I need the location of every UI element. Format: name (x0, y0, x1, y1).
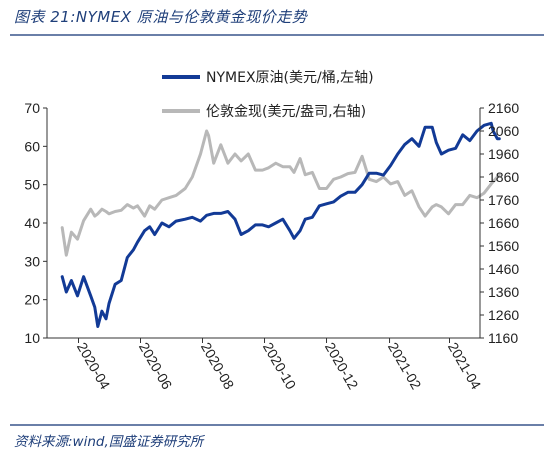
left-tick-label: 10 (24, 330, 40, 346)
right-tick-label: 1660 (488, 215, 519, 231)
x-tick-label: 2020-06 (136, 340, 176, 393)
left-tick-label: 70 (24, 100, 40, 116)
right-tick-label: 2160 (488, 100, 519, 116)
legend: NYMEX原油(美元/桶,左轴) 伦敦金现(美元/盎司,右轴) (162, 70, 374, 120)
axes-layer: 10 20 30 40 50 60 70 1160 1260 1360 1460 1560 1660 17… (24, 100, 519, 392)
figure-source: 资料来源:wind,国盛证券研究所 (14, 434, 204, 450)
series-line-oil (60, 121, 501, 328)
right-tick-label: 1360 (488, 284, 519, 300)
right-tick-label: 1960 (488, 146, 519, 162)
left-tick-label: 60 (24, 138, 40, 154)
right-tick-label: 1560 (488, 238, 519, 254)
right-tick-label: 1760 (488, 192, 519, 208)
x-tick-label: 2020-04 (74, 340, 114, 393)
series-line-gold (60, 129, 501, 257)
figure-title: 图表 21:NYMEX 原油与伦敦黄金现价走势 (14, 8, 308, 26)
left-tick-label: 50 (24, 177, 40, 193)
series-layer (60, 121, 501, 328)
x-tick-label: 2020-10 (260, 340, 300, 393)
legend-item-oil-label: NYMEX原油(美元/桶,左轴) (206, 70, 374, 86)
right-tick-label: 1460 (488, 261, 519, 277)
left-tick-label: 20 (24, 292, 40, 308)
legend-item-gold-label: 伦敦金现(美元/盎司,右轴) (206, 104, 366, 120)
x-tick-label: 2021-04 (445, 340, 485, 393)
x-tick-label: 2020-12 (322, 340, 362, 393)
right-tick-label: 1860 (488, 169, 519, 185)
source-rule (10, 424, 544, 426)
right-tick-label: 2060 (488, 123, 519, 139)
x-tick-label: 2020-08 (198, 340, 238, 393)
x-tick-label: 2021-02 (385, 340, 425, 393)
left-tick-label: 40 (24, 215, 40, 231)
title-rule (10, 34, 544, 36)
right-tick-label: 1160 (488, 330, 518, 346)
right-tick-label: 1260 (488, 307, 519, 323)
left-tick-label: 30 (24, 253, 40, 269)
